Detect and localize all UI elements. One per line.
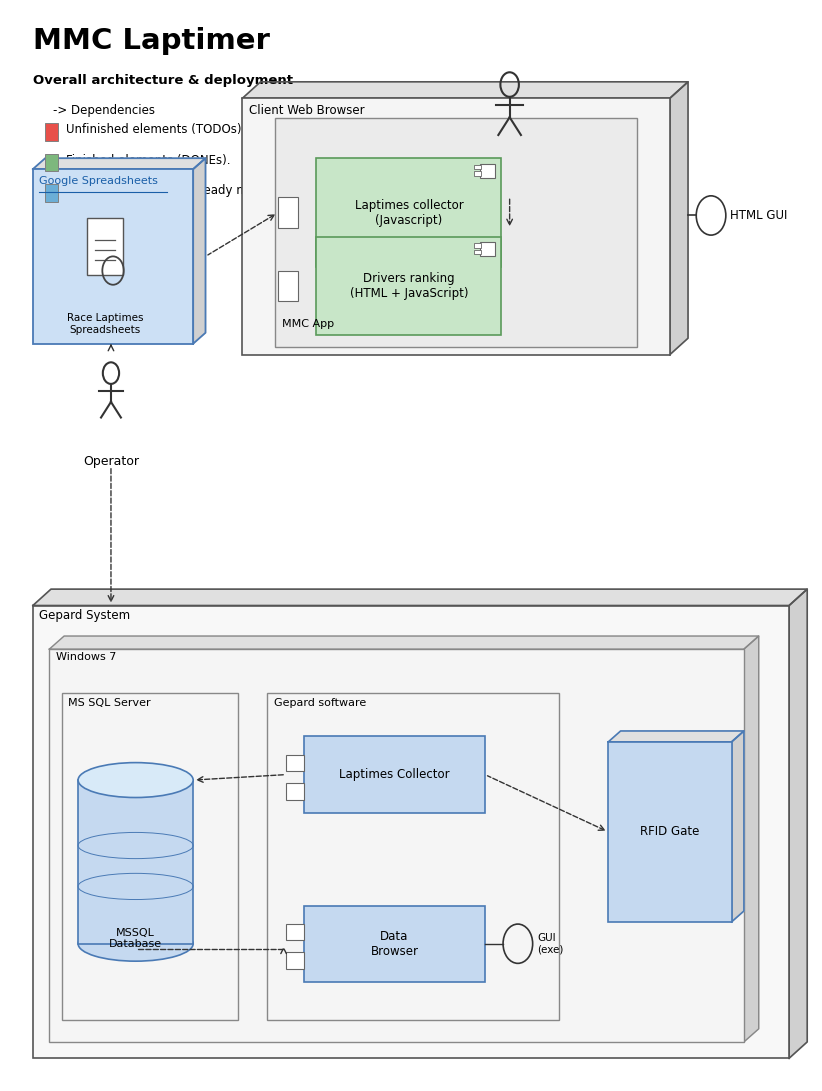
Text: Race Laptimes
Spreadsheets: Race Laptimes Spreadsheets (67, 313, 143, 335)
Polygon shape (33, 158, 206, 169)
Bar (45, 154, 58, 171)
Bar (608, 742, 732, 922)
Polygon shape (670, 82, 688, 355)
Text: Gepard software: Gepard software (274, 698, 366, 708)
Bar (275, 118, 637, 347)
Text: Laptimes collector
(Javascript): Laptimes collector (Javascript) (354, 199, 464, 227)
Polygon shape (33, 589, 807, 606)
Bar (316, 237, 501, 335)
Polygon shape (49, 636, 759, 649)
Text: Data
Browser: Data Browser (371, 930, 418, 958)
Text: Third party elements (ready made).: Third party elements (ready made). (66, 184, 278, 197)
Ellipse shape (78, 926, 193, 961)
Text: Unfinished elements (TODOs).: Unfinished elements (TODOs). (66, 123, 245, 136)
Text: MMC App: MMC App (282, 320, 334, 329)
Bar (33, 169, 193, 344)
Text: Operator: Operator (83, 455, 139, 468)
Text: MMC Laptimer: MMC Laptimer (33, 27, 270, 56)
Text: Finished elements (DONEs).: Finished elements (DONEs). (66, 154, 230, 167)
Bar (480, 164, 495, 178)
Bar (474, 243, 481, 248)
Bar (33, 606, 789, 1058)
Text: Gepard System: Gepard System (39, 609, 131, 622)
Text: Overall architecture & deployment: Overall architecture & deployment (33, 74, 293, 87)
Polygon shape (608, 731, 744, 742)
Text: MSSQL
Database: MSSQL Database (109, 927, 162, 949)
Polygon shape (732, 731, 744, 922)
Text: Client Web Browser: Client Web Browser (249, 104, 365, 117)
Bar (474, 250, 481, 254)
Bar (278, 271, 298, 301)
Bar (316, 158, 501, 267)
Bar (286, 783, 304, 800)
Bar (474, 165, 481, 169)
Bar (286, 952, 304, 969)
Ellipse shape (78, 763, 193, 798)
Bar (286, 755, 304, 771)
Bar (286, 924, 304, 940)
Bar (45, 123, 58, 141)
Bar (304, 906, 485, 982)
Bar (45, 184, 58, 202)
Text: Laptimes Collector: Laptimes Collector (339, 768, 450, 781)
Polygon shape (789, 589, 807, 1058)
Text: End User: End User (482, 180, 538, 193)
Bar (49, 649, 744, 1042)
Text: -> Dependencies: -> Dependencies (53, 104, 155, 117)
Bar (78, 780, 193, 944)
Text: HTML GUI: HTML GUI (730, 209, 787, 221)
Polygon shape (242, 82, 688, 98)
Bar (480, 242, 495, 256)
Text: Google Spreadsheets: Google Spreadsheets (39, 176, 159, 185)
Bar (304, 736, 485, 813)
Bar (242, 98, 670, 355)
FancyBboxPatch shape (87, 218, 123, 275)
Bar (278, 197, 298, 228)
Bar (474, 171, 481, 176)
Text: Drivers ranking
(HTML + JavaScript): Drivers ranking (HTML + JavaScript) (349, 272, 469, 300)
Text: Windows 7: Windows 7 (56, 652, 116, 662)
Text: GUI
(exe): GUI (exe) (538, 933, 564, 955)
Bar (62, 693, 238, 1020)
Polygon shape (744, 636, 759, 1042)
Text: RFID Gate: RFID Gate (640, 826, 700, 838)
Polygon shape (193, 158, 206, 344)
Bar (267, 693, 559, 1020)
Text: MS SQL Server: MS SQL Server (68, 698, 151, 708)
